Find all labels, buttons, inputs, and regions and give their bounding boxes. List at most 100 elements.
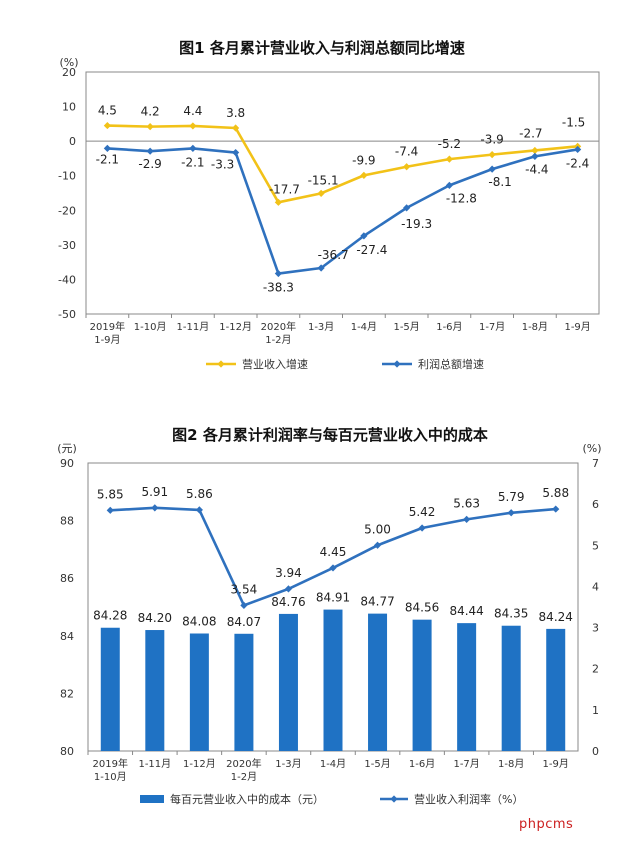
chart-2-line-label: 5.42 (409, 505, 436, 519)
chart-2-y-tick-label-left: 80 (60, 745, 74, 758)
chart-2-bar (412, 619, 432, 751)
chart-1-series-0-data-label: -3.9 (480, 133, 503, 147)
chart-2-x-tick-label: 1-8月 (498, 758, 524, 770)
chart-2-y-tick-label-right: 4 (592, 580, 599, 593)
chart-2-x-tick-label: 1-6月 (409, 758, 435, 770)
chart-1-series-0-line (107, 124, 578, 204)
chart-2-bars: 84.28 84.20 84.08 84.07 84.76 84.91 84.77 84.56… (93, 591, 573, 751)
chart-1-x-tick-label: 1-5月 (393, 321, 419, 333)
chart-2-line-label: 5.63 (453, 496, 480, 510)
chart-1-x-tick-label: 1-12月 (219, 321, 252, 333)
chart-1-series-0-data-label: 4.5 (98, 104, 117, 118)
chart-1-series-1-data-label: -8.1 (488, 175, 511, 189)
chart-2-bar-label: 84.76 (271, 595, 305, 609)
chart-2-y-unit-right: (%) (582, 442, 601, 455)
chart-1-series-0-point (488, 151, 496, 159)
chart-1-y-ticks: 20 10 0 -10 -20 -30 -40 -50 (58, 66, 76, 321)
chart-1-series-0-point (403, 163, 411, 171)
chart-2-bar-label: 84.28 (93, 609, 127, 623)
chart-2-bar (100, 627, 120, 751)
chart-2-bar (189, 633, 209, 751)
chart-1-series-1-data-label: -2.9 (138, 157, 161, 171)
chart-2-x-tick-label: 1-12月 (183, 758, 216, 770)
chart-1-x-tick-label: 1-10月 (134, 321, 167, 333)
chart-2-y-tick-label-left: 86 (60, 572, 74, 585)
chart-1-series-1-point (232, 148, 240, 157)
chart-1-series-0-point (232, 124, 240, 132)
chart-2-x-tick-label: 1-11月 (138, 758, 171, 770)
chart-1-x-ticks: 2019年 1-9月 1-10月 1-11月 1-12月 2020年 1-2月 1-3月 1-4… (85, 314, 591, 346)
chart-1-series-1-point (317, 264, 325, 272)
chart-2-line-label: 5.79 (498, 490, 525, 504)
chart-2-x-tick-label: 2020年 1-2月 (226, 757, 261, 783)
chart-1-series-0-data-label: 4.4 (183, 104, 202, 118)
chart-2-y-unit-left: (元) (57, 442, 77, 455)
chart-2-line-point (507, 509, 515, 517)
chart-1-series-1-data-label: -38.3 (263, 281, 294, 295)
chart-1-series-1-data-label: -27.4 (356, 243, 387, 257)
chart-1-x-tick-label: 1-3月 (308, 321, 334, 333)
chart-2-y-tick-label-right: 2 (592, 663, 599, 676)
chart-2-line-label: 5.91 (141, 485, 168, 499)
chart-1-legend-marker-0 (217, 360, 225, 368)
chart-1-x-tick-label: 1-9月 (564, 321, 590, 333)
chart-2-y-tick-label-left: 90 (60, 457, 74, 470)
chart-1-series-0-data-label: -15.1 (308, 173, 339, 187)
chart-2-bar-label: 84.20 (138, 611, 172, 625)
chart-2-y-tick-label-right: 1 (592, 704, 599, 717)
chart-2-x-tick-label: 1-7月 (453, 758, 479, 770)
chart-1-series-0-point (317, 189, 325, 197)
chart-2-x-tick-label: 1-5月 (364, 758, 390, 770)
chart-1-y-tick-label: -50 (58, 308, 76, 321)
chart-2-bar (546, 628, 566, 751)
chart-2-line-label: 5.85 (97, 487, 124, 501)
chart-2-legend-label-line: 营业收入利润率（%） (414, 792, 523, 806)
chart-2-y-tick-label-right: 6 (592, 498, 599, 511)
chart-2-bar-label: 84.91 (316, 591, 350, 605)
chart-2-line-point (552, 505, 560, 513)
chart-2-y-tick-label-right: 7 (592, 457, 599, 470)
chart-2-line-label: 5.86 (186, 487, 213, 501)
chart-1-series-0-point (274, 198, 282, 206)
chart-1-series-1-data-label: -19.3 (401, 217, 432, 231)
chart-2-bar-label: 84.24 (539, 610, 573, 624)
chart-2-x-tick-label: 2019年 1-10月 (93, 757, 128, 783)
chart-2-line: 5.85 5.91 5.86 3.54 3.94 4.45 5.00 5.42 5.63 5.79… (97, 485, 569, 609)
chart-2-line-label: 3.54 (231, 582, 258, 596)
chart-2-y-tick-label-right: 5 (592, 539, 599, 552)
chart-1-x-tick-label: 1-7月 (479, 321, 505, 333)
chart-1-y-unit: (%) (59, 56, 78, 69)
chart-1-y-tick-label: -40 (58, 273, 76, 286)
chart-1-series-1-point (360, 232, 368, 240)
chart-1-series-0-point (445, 155, 453, 163)
chart-2-bar (457, 623, 477, 751)
chart-2-legend-swatch-bar (140, 795, 164, 803)
chart-1-series-0-data-label: 4.2 (141, 105, 160, 119)
chart-2-line-point (106, 506, 114, 514)
chart-2-x-tick-label: 1-4月 (320, 758, 346, 770)
chart-1-y-tick-label: -10 (58, 170, 76, 183)
chart-1-series-1-data-label: -2.4 (566, 156, 589, 170)
chart-1-series-1-data-label: -36.7 (318, 248, 349, 262)
chart-1-y-tick-label: 10 (62, 101, 76, 114)
chart-1-series-1-point (531, 152, 539, 160)
chart-1-legend: 营业收入增速 利润总额增速 (206, 357, 484, 371)
chart-1-series-0-data-label: -9.9 (352, 153, 375, 167)
chart-1-x-tick-label: 1-11月 (177, 321, 210, 333)
chart-2-x-ticks: 2019年 1-10月 1-11月 1-12月 2020年 1-2月 1-3月 1-4月 1-5… (87, 751, 569, 783)
chart-1-series-0-data-label: -1.5 (562, 115, 585, 129)
chart-2-bar (323, 609, 343, 751)
chart-1-series-1-point (403, 204, 411, 212)
chart-1-series-1-data-label: -2.1 (181, 155, 204, 169)
chart-1: 图1 各月累计营业收入与利润总额同比增速 (%) 20 10 0 -10 -20 -30 -… (58, 39, 600, 371)
chart-2-y-tick-label-left: 82 (60, 687, 74, 700)
chart-1-series-1-data-label: -2.1 (96, 152, 119, 166)
chart-2-line-point (463, 515, 471, 523)
chart-2-bar-label: 84.08 (182, 614, 216, 628)
chart-1-y-tick-label: -30 (58, 239, 76, 252)
watermark: phpcms (519, 817, 574, 832)
chart-1-series-1-point (103, 144, 111, 153)
chart-1-series: 4.5 4.2 4.4 3.8 -17.7 -15.1 -9.9 -7.4 -5.2 -3.9 -2… (96, 104, 590, 295)
chart-2-bar (234, 633, 254, 751)
chart-1-y-tick-label: -20 (58, 204, 76, 217)
